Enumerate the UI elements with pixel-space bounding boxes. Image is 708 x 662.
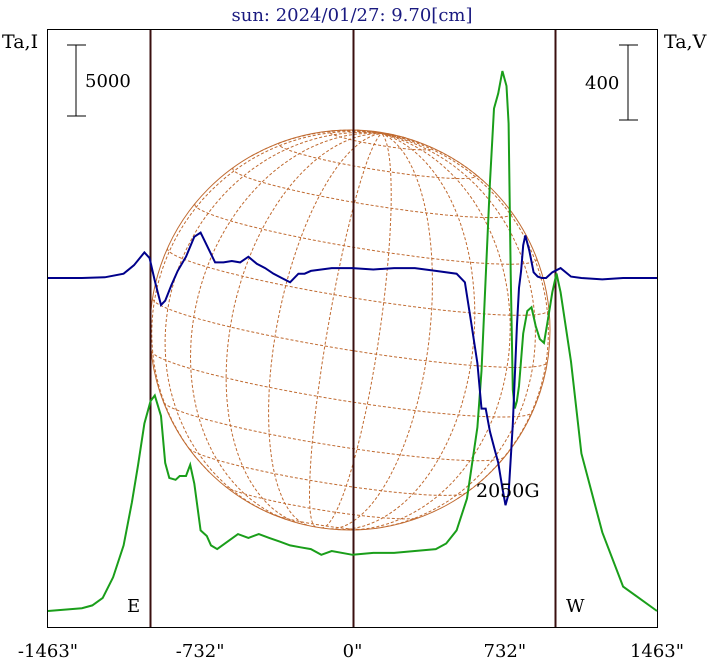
longitude-line <box>189 132 382 520</box>
longitude-line <box>381 133 484 182</box>
left-scale-bar <box>67 44 86 117</box>
x-tick-label: 0" <box>343 641 363 662</box>
longitude-line <box>330 133 433 530</box>
latitude-line <box>225 486 419 520</box>
longitude-line <box>381 132 384 134</box>
longitude-line <box>225 133 382 525</box>
longitude-line <box>376 133 536 529</box>
longitude-line <box>251 130 382 157</box>
east-label: E <box>127 596 140 617</box>
right-scale-bar <box>619 44 638 121</box>
latitude-line <box>152 298 548 368</box>
longitude-line <box>337 133 476 531</box>
x-tick-label: 732" <box>484 641 527 662</box>
latitude-line <box>232 167 513 219</box>
series-line-ta-v <box>47 70 658 612</box>
field-strength-label: 2050G <box>476 480 540 502</box>
west-label: W <box>566 596 585 617</box>
x-axis-ticks: -1463" -732" 0" 732" 1463" <box>18 641 684 662</box>
latitude-line <box>167 248 550 316</box>
x-tick-label: -732" <box>176 641 225 662</box>
x-tick-label: -1463" <box>18 641 78 662</box>
longitude-line <box>151 130 382 473</box>
longitude-line <box>381 133 549 500</box>
latitude-line <box>188 448 467 496</box>
latitude-line <box>163 402 506 462</box>
longitude-line <box>164 131 382 515</box>
latitude-line <box>329 130 433 151</box>
latitude-line <box>271 513 366 530</box>
series-line-ta-i <box>48 231 657 506</box>
longitude-line <box>321 133 392 529</box>
chart-title: sun: 2024/01/27: 9.70[cm] <box>231 5 472 26</box>
solar-disk-grid <box>149 129 551 531</box>
plot-frame <box>47 29 658 628</box>
longitude-line <box>351 133 511 531</box>
left-scale-label: 5000 <box>85 71 131 92</box>
left-axis-label: Ta,I <box>2 31 38 53</box>
right-axis-label: Ta,V <box>664 31 707 53</box>
longitude-line <box>268 133 382 526</box>
limb-lines <box>149 30 557 627</box>
longitude-line <box>380 132 382 134</box>
longitude-line <box>309 133 383 528</box>
right-scale-label: 400 <box>585 73 619 94</box>
latitude-line <box>150 350 533 418</box>
x-tick-label: 1463" <box>630 641 684 662</box>
latitude-line <box>194 204 538 265</box>
